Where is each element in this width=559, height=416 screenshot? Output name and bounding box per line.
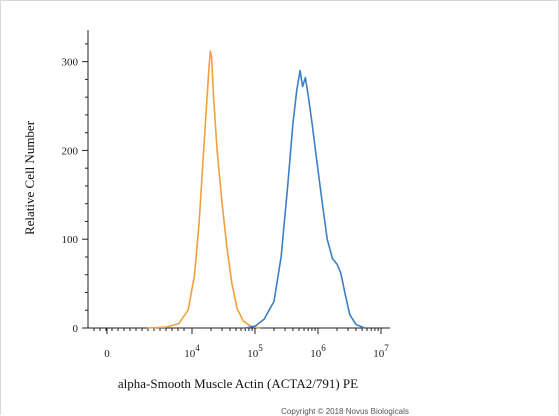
series-layer [147, 50, 365, 329]
y-tick-label: 300 [62, 57, 79, 69]
axes [82, 30, 390, 334]
y-tick-label: 100 [62, 234, 79, 246]
x-tick-label: 104 [184, 343, 200, 360]
x-tick-label: 107 [373, 343, 389, 360]
x-axis-label: alpha-Smooth Muscle Actin (ACTA2/791) PE [118, 376, 358, 391]
series-line-2 [245, 69, 365, 329]
series-line-1 [147, 50, 261, 329]
x-tick-label: 106 [310, 343, 326, 360]
x-tick-label: 0 [104, 348, 110, 360]
x-tick-label: 105 [247, 343, 263, 360]
y-tick-label: 200 [62, 145, 79, 157]
y-tick-label: 0 [73, 323, 79, 335]
copyright-text: Copyright © 2018 Novus Biologicals [281, 407, 409, 416]
tick-labels: 0 100 200 300 0 104 105 106 107 [62, 57, 390, 360]
y-axis-label: Relative Cell Number [22, 120, 37, 235]
